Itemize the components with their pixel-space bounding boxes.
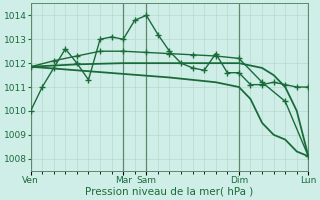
X-axis label: Pression niveau de la mer( hPa ): Pression niveau de la mer( hPa ) [85,187,254,197]
